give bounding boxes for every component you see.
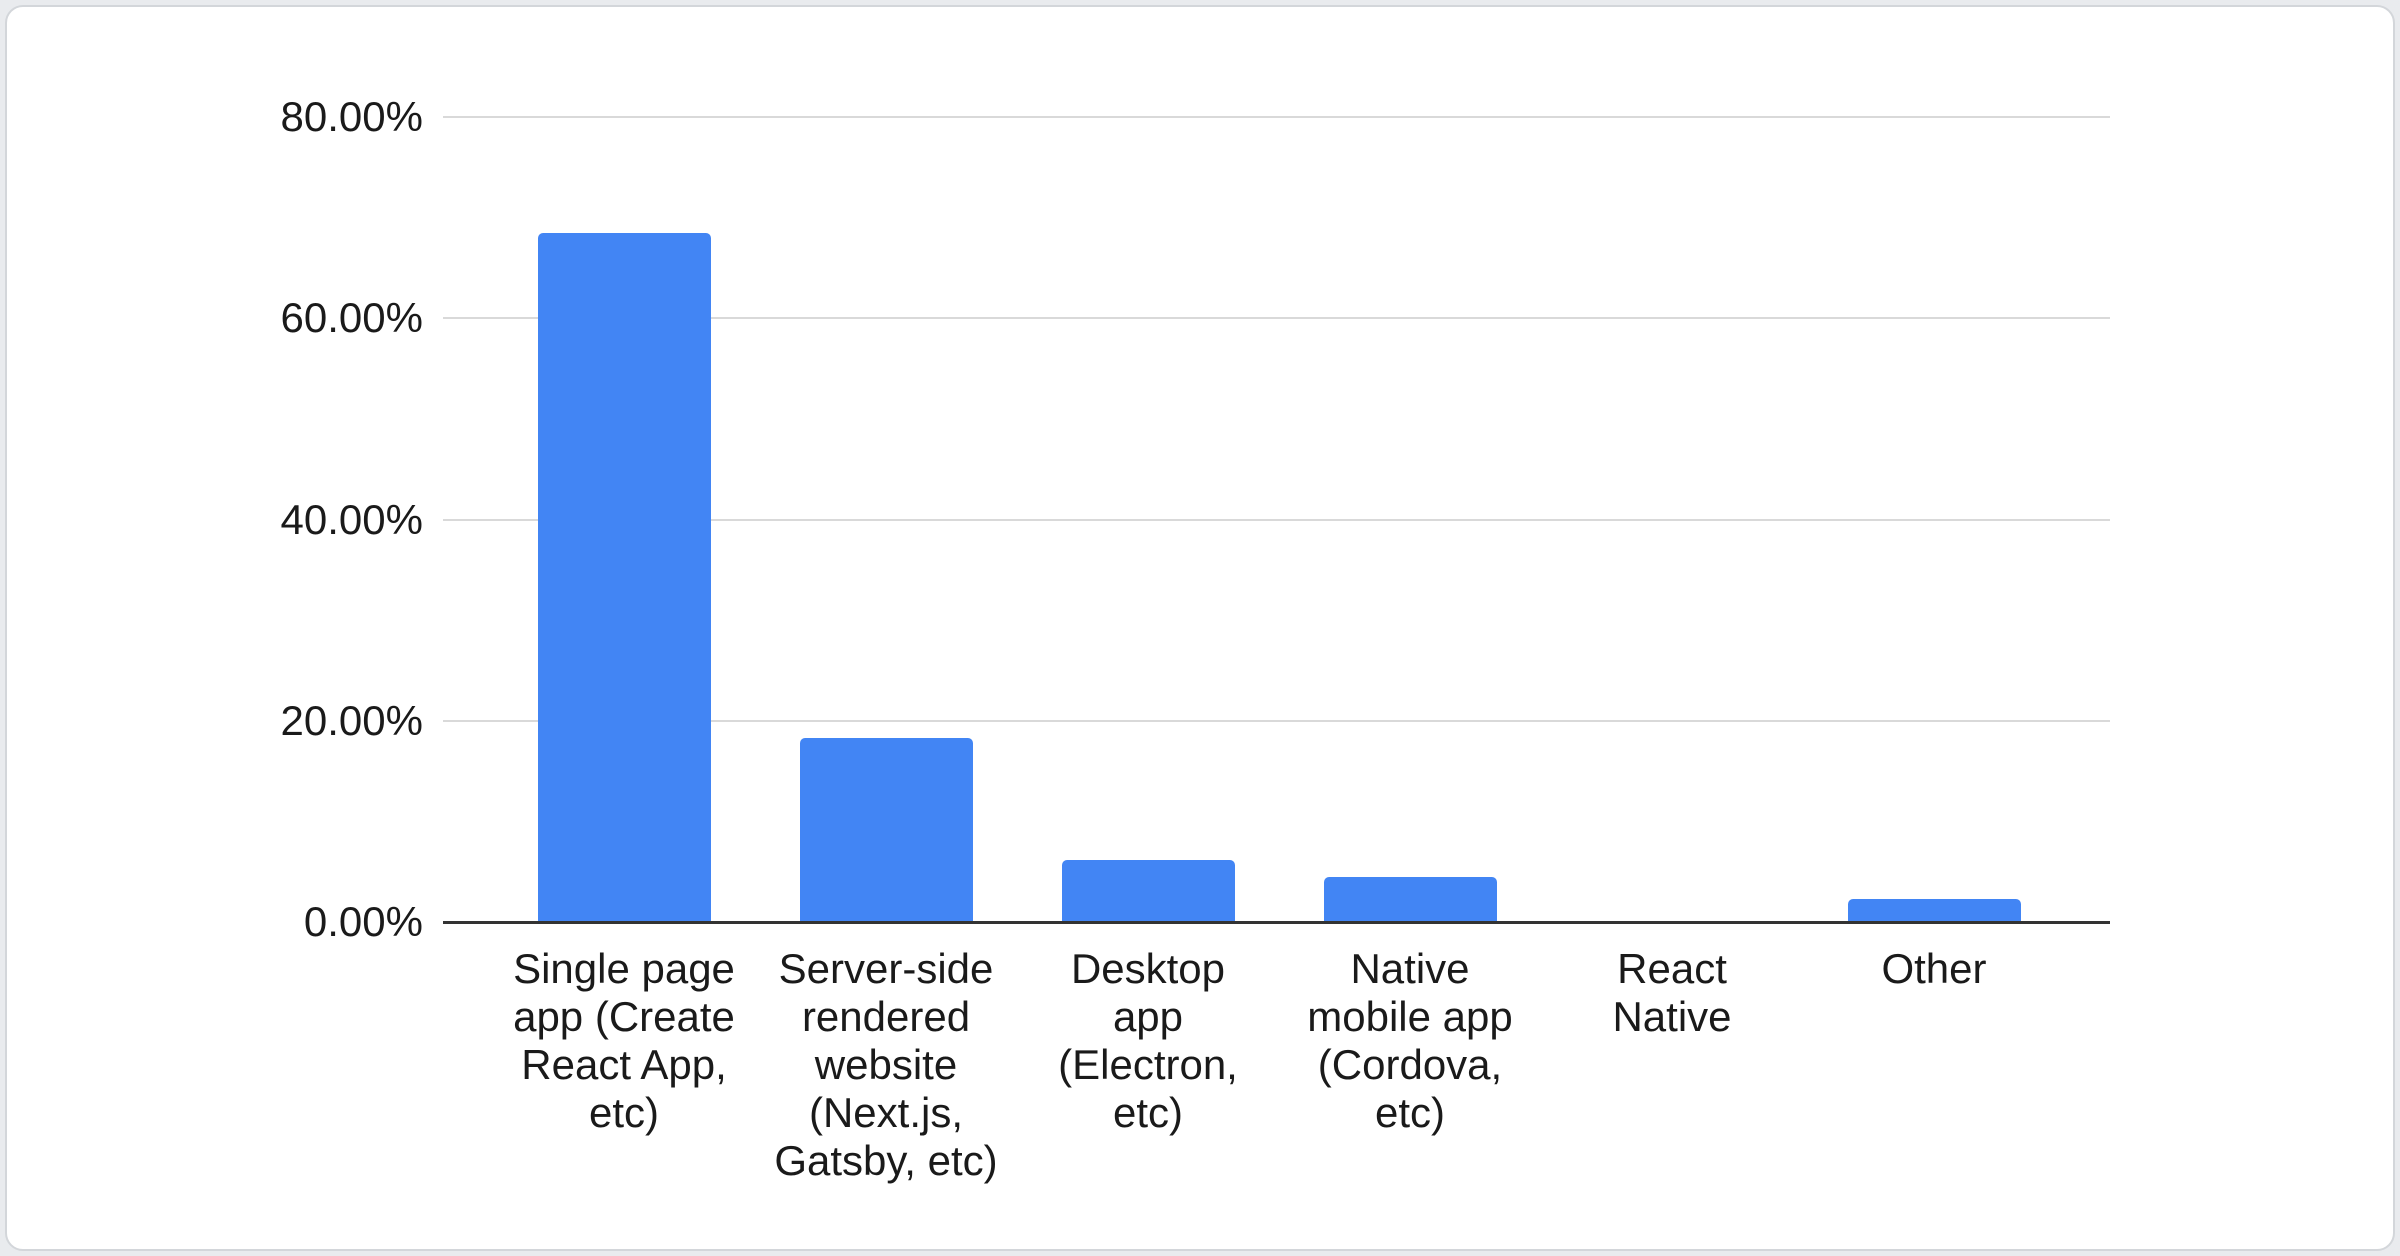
x-axis-line — [443, 921, 2110, 924]
y-axis-tick-label: 80.00% — [280, 93, 423, 140]
x-category-label-line: Other — [1881, 945, 1987, 992]
x-category-label-line: (Electron, — [1058, 1041, 1238, 1088]
x-category-label-line: Native — [1350, 945, 1470, 992]
x-category-label-line: Single page — [513, 945, 735, 992]
gridline — [443, 519, 2110, 521]
x-category-label-line: etc) — [1374, 1089, 1445, 1136]
x-category-label-line: React — [1617, 945, 1727, 992]
x-category-label-line: rendered — [801, 993, 971, 1040]
x-category-label-line: Server-side — [778, 945, 994, 992]
gridline — [443, 720, 2110, 722]
chart-bar[interactable] — [800, 738, 973, 922]
x-category-label: Other — [1803, 945, 2065, 993]
y-axis-tick-label: 0.00% — [303, 898, 423, 945]
chart-card — [5, 5, 2395, 1251]
chart-bar[interactable] — [1062, 860, 1235, 922]
chart-bar[interactable] — [1324, 877, 1497, 922]
x-category-label: React Native — [1541, 945, 1803, 1041]
x-category-label: Desktop app (Electron, etc) — [1017, 945, 1279, 1137]
x-category-label-line: Native — [1612, 993, 1732, 1040]
y-axis-tick-label: 60.00% — [280, 294, 423, 341]
chart-bar[interactable] — [1848, 899, 2021, 922]
x-category-label-line: Gatsby, etc) — [774, 1137, 998, 1184]
x-category-label-line: etc) — [1112, 1089, 1183, 1136]
gridline — [443, 116, 2110, 118]
chart-bar[interactable] — [538, 233, 711, 922]
x-category-label: Single page app (Create React App, etc) — [493, 945, 755, 1137]
x-category-label: Native mobile app (Cordova, etc) — [1279, 945, 1541, 1137]
x-category-label-line: (Cordova, — [1317, 1041, 1503, 1088]
x-category-label-line: mobile app — [1307, 993, 1513, 1040]
x-category-label-line: app (Create — [513, 993, 735, 1040]
x-category-label-line: React App, — [521, 1041, 727, 1088]
x-category-label-line: app — [1112, 993, 1184, 1040]
y-axis-tick-label: 20.00% — [280, 697, 423, 744]
x-category-label-line: (Next.js, — [808, 1089, 963, 1136]
x-category-label-line: etc) — [588, 1089, 659, 1136]
x-category-label: Server-side rendered website (Next.js, Gatsb… — [755, 945, 1017, 1185]
x-category-label-line: Desktop — [1070, 945, 1226, 992]
gridline — [443, 317, 2110, 319]
y-axis-tick-label: 40.00% — [280, 496, 423, 543]
x-category-label-line: website — [814, 1041, 958, 1088]
